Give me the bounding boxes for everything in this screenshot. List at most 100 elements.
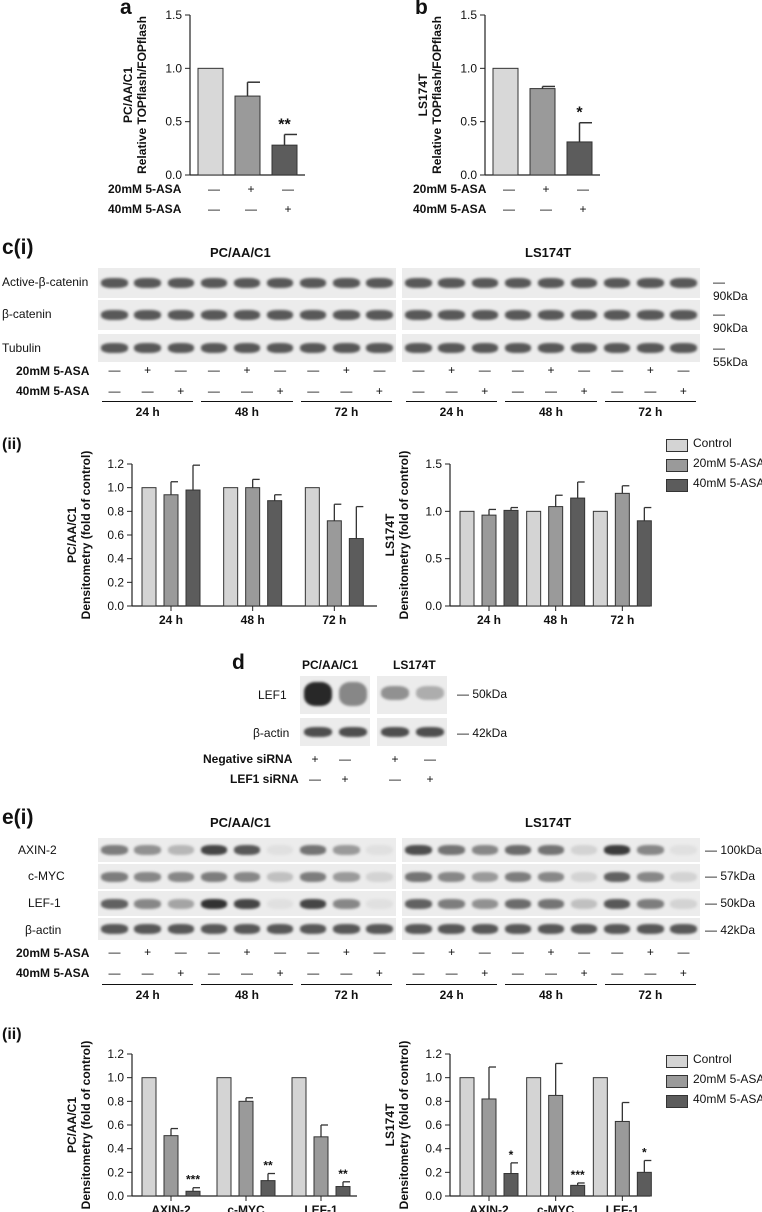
blot-band — [380, 686, 409, 700]
panel-d-kda-label: — 42kDa — [457, 726, 508, 740]
panel-b-ytick-label: 0.5 — [460, 115, 477, 129]
panel-c-blot-pc-2 — [98, 334, 396, 362]
blot-band — [333, 310, 360, 320]
panel-c-treatment-sign: — — [307, 363, 320, 377]
panel-c-20mm-label: 20mM 5-ASA — [16, 364, 90, 378]
blot-band — [637, 898, 664, 909]
panel-b-significance: * — [576, 105, 583, 122]
blot-band — [471, 845, 499, 855]
blot-band — [134, 924, 161, 934]
blot-band — [101, 898, 128, 909]
panel-eii-legend-swatch — [666, 1095, 688, 1108]
panel-a-20mm-label: 20mM 5-ASA — [108, 182, 182, 196]
blot-band — [670, 898, 697, 909]
panel-e-treatment-sign: — — [241, 966, 253, 980]
blot-band — [405, 845, 432, 855]
blot-band — [200, 898, 228, 909]
panel-c-treatment-sign: — — [478, 363, 491, 377]
panel-eii-chart1-significance: ** — [263, 1159, 273, 1173]
panel-e-treatment-sign: + — [144, 945, 152, 959]
blot-band — [405, 898, 432, 909]
panel-eii-chart2-xtick-label: AXIN-2 — [469, 1203, 509, 1212]
panel-d-blot-ls-lef1 — [377, 676, 447, 714]
panel-c-treatment-sign: — — [412, 363, 425, 377]
panel-cii-chart1-ytick-label: 0.8 — [107, 504, 124, 518]
blot-band — [299, 343, 327, 353]
panel-e-treatment-sign: + — [547, 945, 555, 959]
panel-c-time-label: 48 h — [234, 405, 259, 419]
panel-eii-chart1-xtick-label: AXIN-2 — [151, 1203, 191, 1212]
panel-e-kda-label: — 100kDa — [705, 843, 762, 857]
panel-eii-chart2-bar — [614, 1120, 630, 1197]
panel-c-treatment-sign: + — [276, 384, 284, 398]
blot-band — [570, 871, 598, 882]
blot-band — [366, 845, 393, 855]
blot-band — [570, 343, 598, 353]
panel-c-blot-ls-0 — [402, 268, 700, 298]
blot-band — [637, 310, 664, 320]
panel-c-treatment-sign: — — [241, 384, 253, 398]
panel-c-blot-pc-0 — [98, 268, 396, 298]
panel-a-bar — [271, 144, 298, 176]
panel-b-letter: b — [415, 0, 428, 19]
panel-eii-legend-label: Control — [693, 1052, 732, 1066]
blot-band — [101, 924, 128, 934]
panel-e-row-label: c-MYC — [28, 869, 65, 883]
panel-d-sign: + — [391, 752, 399, 766]
panel-e-treatment-sign: — — [307, 966, 320, 980]
panel-e-40mm-label: 40mM 5-ASA — [16, 966, 90, 980]
blot-band — [233, 845, 261, 855]
panel-c-row-label: Active-β-catenin — [2, 275, 89, 289]
panel-e-time-bracket — [406, 984, 498, 985]
panel-e-blot-ls-0 — [402, 838, 700, 862]
blot-band — [504, 278, 532, 288]
panel-e-treatment-sign: + — [481, 966, 489, 980]
panel-cii-chart1-ytick-label: 0.6 — [107, 528, 124, 542]
panel-e-treatment-sign: — — [207, 945, 220, 959]
panel-eii-chart2-significance: *** — [571, 1168, 585, 1182]
panel-c-treatment-sign: — — [677, 363, 690, 377]
panel-e-row-label: LEF-1 — [28, 896, 61, 910]
panel-e-blot-pc-1 — [98, 864, 396, 889]
panel-c-treatment-sign: — — [340, 384, 353, 398]
blot-band — [670, 310, 697, 320]
panel-e-treatment-sign: — — [611, 945, 624, 959]
panel-b-ylabel: LS174T — [416, 73, 430, 116]
panel-eii-chart2-ylabel: LS174T — [383, 1103, 397, 1146]
panel-b-treatment-sign: — — [540, 202, 552, 216]
panel-c-row-label: Tubulin — [2, 341, 41, 355]
panel-e-blot-pc-2 — [98, 891, 396, 916]
panel-eii-chart2-significance: * — [642, 1146, 647, 1160]
blot-band — [537, 898, 565, 909]
panel-e-time-bracket — [505, 984, 597, 985]
panel-eii-chart2-xtick-label: c-MYC — [537, 1203, 575, 1212]
panel-c-treatment-sign: + — [177, 384, 185, 398]
panel-e-treatment-sign: — — [611, 966, 624, 980]
panel-cii-chart1-bar — [326, 520, 342, 607]
panel-cii-chart1-xtick-label: 24 h — [159, 613, 183, 627]
blot-band — [299, 898, 327, 909]
panel-e-treatment-sign: — — [511, 945, 524, 959]
blot-band — [134, 871, 161, 882]
panel-cii-chart1-bar — [223, 487, 239, 607]
panel-a-letter: a — [120, 0, 132, 19]
blot-band — [405, 871, 432, 882]
panel-c-time-bracket — [406, 401, 498, 402]
panel-d-blot-ls-actin — [377, 718, 447, 746]
blot-band — [299, 924, 327, 934]
blot-band — [537, 871, 565, 882]
panel-e-time-label: 72 h — [638, 988, 663, 1002]
panel-cii-chart1-bar — [304, 487, 320, 607]
blot-band — [537, 343, 565, 353]
panel-c-treatment-sign: — — [108, 384, 121, 398]
panel-e-treatment-sign: — — [340, 966, 353, 980]
panel-cii-chart2-xtick-label: 48 h — [544, 613, 568, 627]
blot-band — [366, 278, 393, 288]
panel-b-treatment-sign: + — [579, 202, 587, 216]
panel-c-blot-pc-1 — [98, 300, 396, 330]
panel-eii-legend-label: 40mM 5-ASA — [693, 1092, 762, 1106]
blot-band — [405, 343, 432, 353]
panel-c-treatment-sign: — — [611, 384, 624, 398]
panel-d-sign: — — [309, 772, 321, 786]
panel-e-time-bracket — [300, 984, 392, 985]
